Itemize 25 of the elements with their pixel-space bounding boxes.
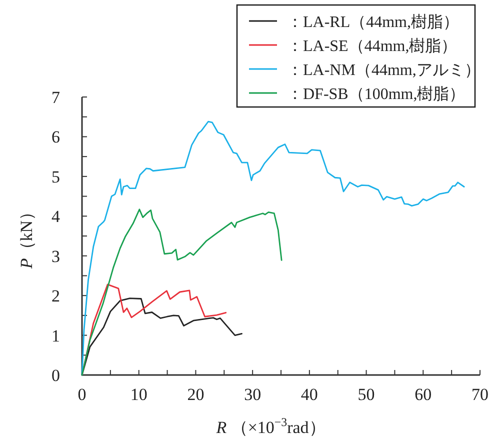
y-tick-label: 4 — [52, 207, 60, 226]
x-tick-label: 50 — [358, 385, 375, 404]
y-tick-label: 3 — [52, 246, 60, 266]
legend-label: ：LA-SE（44mm,樹脂） — [287, 37, 458, 55]
x-tick-label: 70 — [472, 385, 488, 404]
legend-label: ：LA-NM（44mm,アルミ） — [287, 62, 480, 79]
y-tick-label: 5 — [52, 167, 60, 186]
y-tick-label: 1 — [52, 326, 60, 346]
x-tick-label: 20 — [187, 385, 204, 404]
x-tick-label: 40 — [300, 385, 318, 404]
x-tick-label: 30 — [244, 385, 262, 404]
y-tick-label: 6 — [52, 128, 60, 147]
x-axis-title: R （×10$^{−3}$rad） — [215, 415, 326, 437]
x-tick-label: 10 — [130, 385, 148, 404]
line-series — [81, 120, 465, 376]
y-tick-label: 7 — [52, 88, 60, 107]
line-series — [81, 208, 282, 376]
y-axis-title: P（kN） — [17, 203, 36, 270]
x-tick-label: 0 — [78, 385, 86, 404]
y-tick-label: 0 — [52, 366, 60, 385]
x-tick-label: 60 — [414, 385, 432, 404]
line-series — [81, 298, 242, 376]
legend-label: ：LA-RL（44mm,樹脂） — [287, 13, 459, 31]
legend-label: ：DF-SB（100mm,樹脂） — [287, 85, 466, 103]
y-tick-label: 2 — [52, 286, 60, 306]
